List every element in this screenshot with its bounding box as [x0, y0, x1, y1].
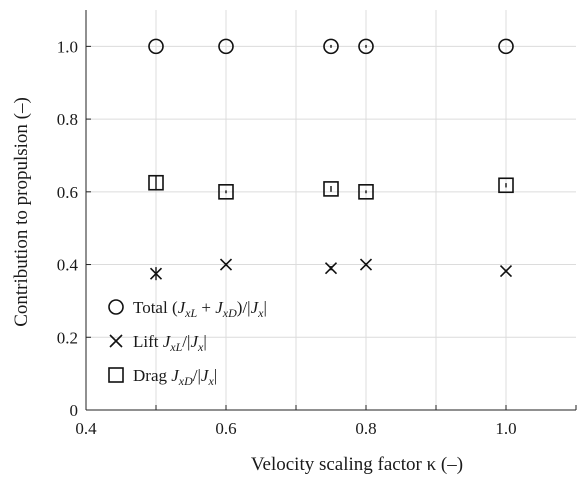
x-tick-label: 0.4	[75, 419, 97, 438]
total-point	[498, 38, 514, 55]
lift-point	[359, 258, 373, 271]
axes	[85, 10, 577, 411]
tick-labels: 0.4 0.6 0.8 1.0 0 0.2 0.4 0.6 0.8 1.0	[57, 37, 517, 438]
drag-point	[358, 184, 374, 200]
legend-entry-total: Total (JxL + JxD)/|Jx|	[108, 298, 267, 320]
total-point	[148, 38, 164, 55]
lift-point	[324, 262, 338, 275]
lift-point	[219, 258, 233, 271]
legend-square-marker	[108, 367, 124, 383]
y-axis-label: Contribution to propulsion (–)	[11, 97, 32, 327]
x-tick-label: 1.0	[495, 419, 516, 438]
y-tick-label: 1.0	[57, 37, 78, 56]
legend-circle-marker	[108, 299, 124, 315]
drag-point	[323, 181, 339, 197]
drag-point	[498, 177, 514, 194]
x-axis-label: Velocity scaling factor κ (–)	[251, 454, 463, 475]
x-tick-label: 0.6	[215, 419, 236, 438]
total-point	[323, 38, 339, 55]
y-tick-label: 0.4	[57, 256, 79, 275]
y-tick-label: 0.2	[57, 328, 78, 347]
legend-label-drag: Drag JxD/|Jx|	[133, 366, 217, 388]
lift-point	[149, 267, 163, 280]
total-point	[218, 38, 234, 55]
y-tick-label: 0	[70, 401, 79, 420]
x-tick-label: 0.8	[355, 419, 376, 438]
legend-label-total: Total (JxL + JxD)/|Jx|	[133, 298, 267, 320]
legend-label-lift: Lift JxL/|Jx|	[133, 332, 207, 354]
data-marks	[148, 38, 514, 281]
y-tick-label: 0.6	[57, 183, 78, 202]
legend-cross-marker	[109, 334, 123, 348]
drag-point	[218, 184, 234, 200]
legend-entry-drag: Drag JxD/|Jx|	[108, 366, 217, 388]
lift-point	[499, 265, 513, 278]
total-point	[358, 38, 374, 55]
legend-entry-lift: Lift JxL/|Jx|	[109, 332, 207, 354]
y-tick-label: 0.8	[57, 110, 78, 129]
legend: Total (JxL + JxD)/|Jx| Lift JxL/|Jx| Dra…	[108, 298, 267, 388]
drag-point	[148, 174, 164, 191]
